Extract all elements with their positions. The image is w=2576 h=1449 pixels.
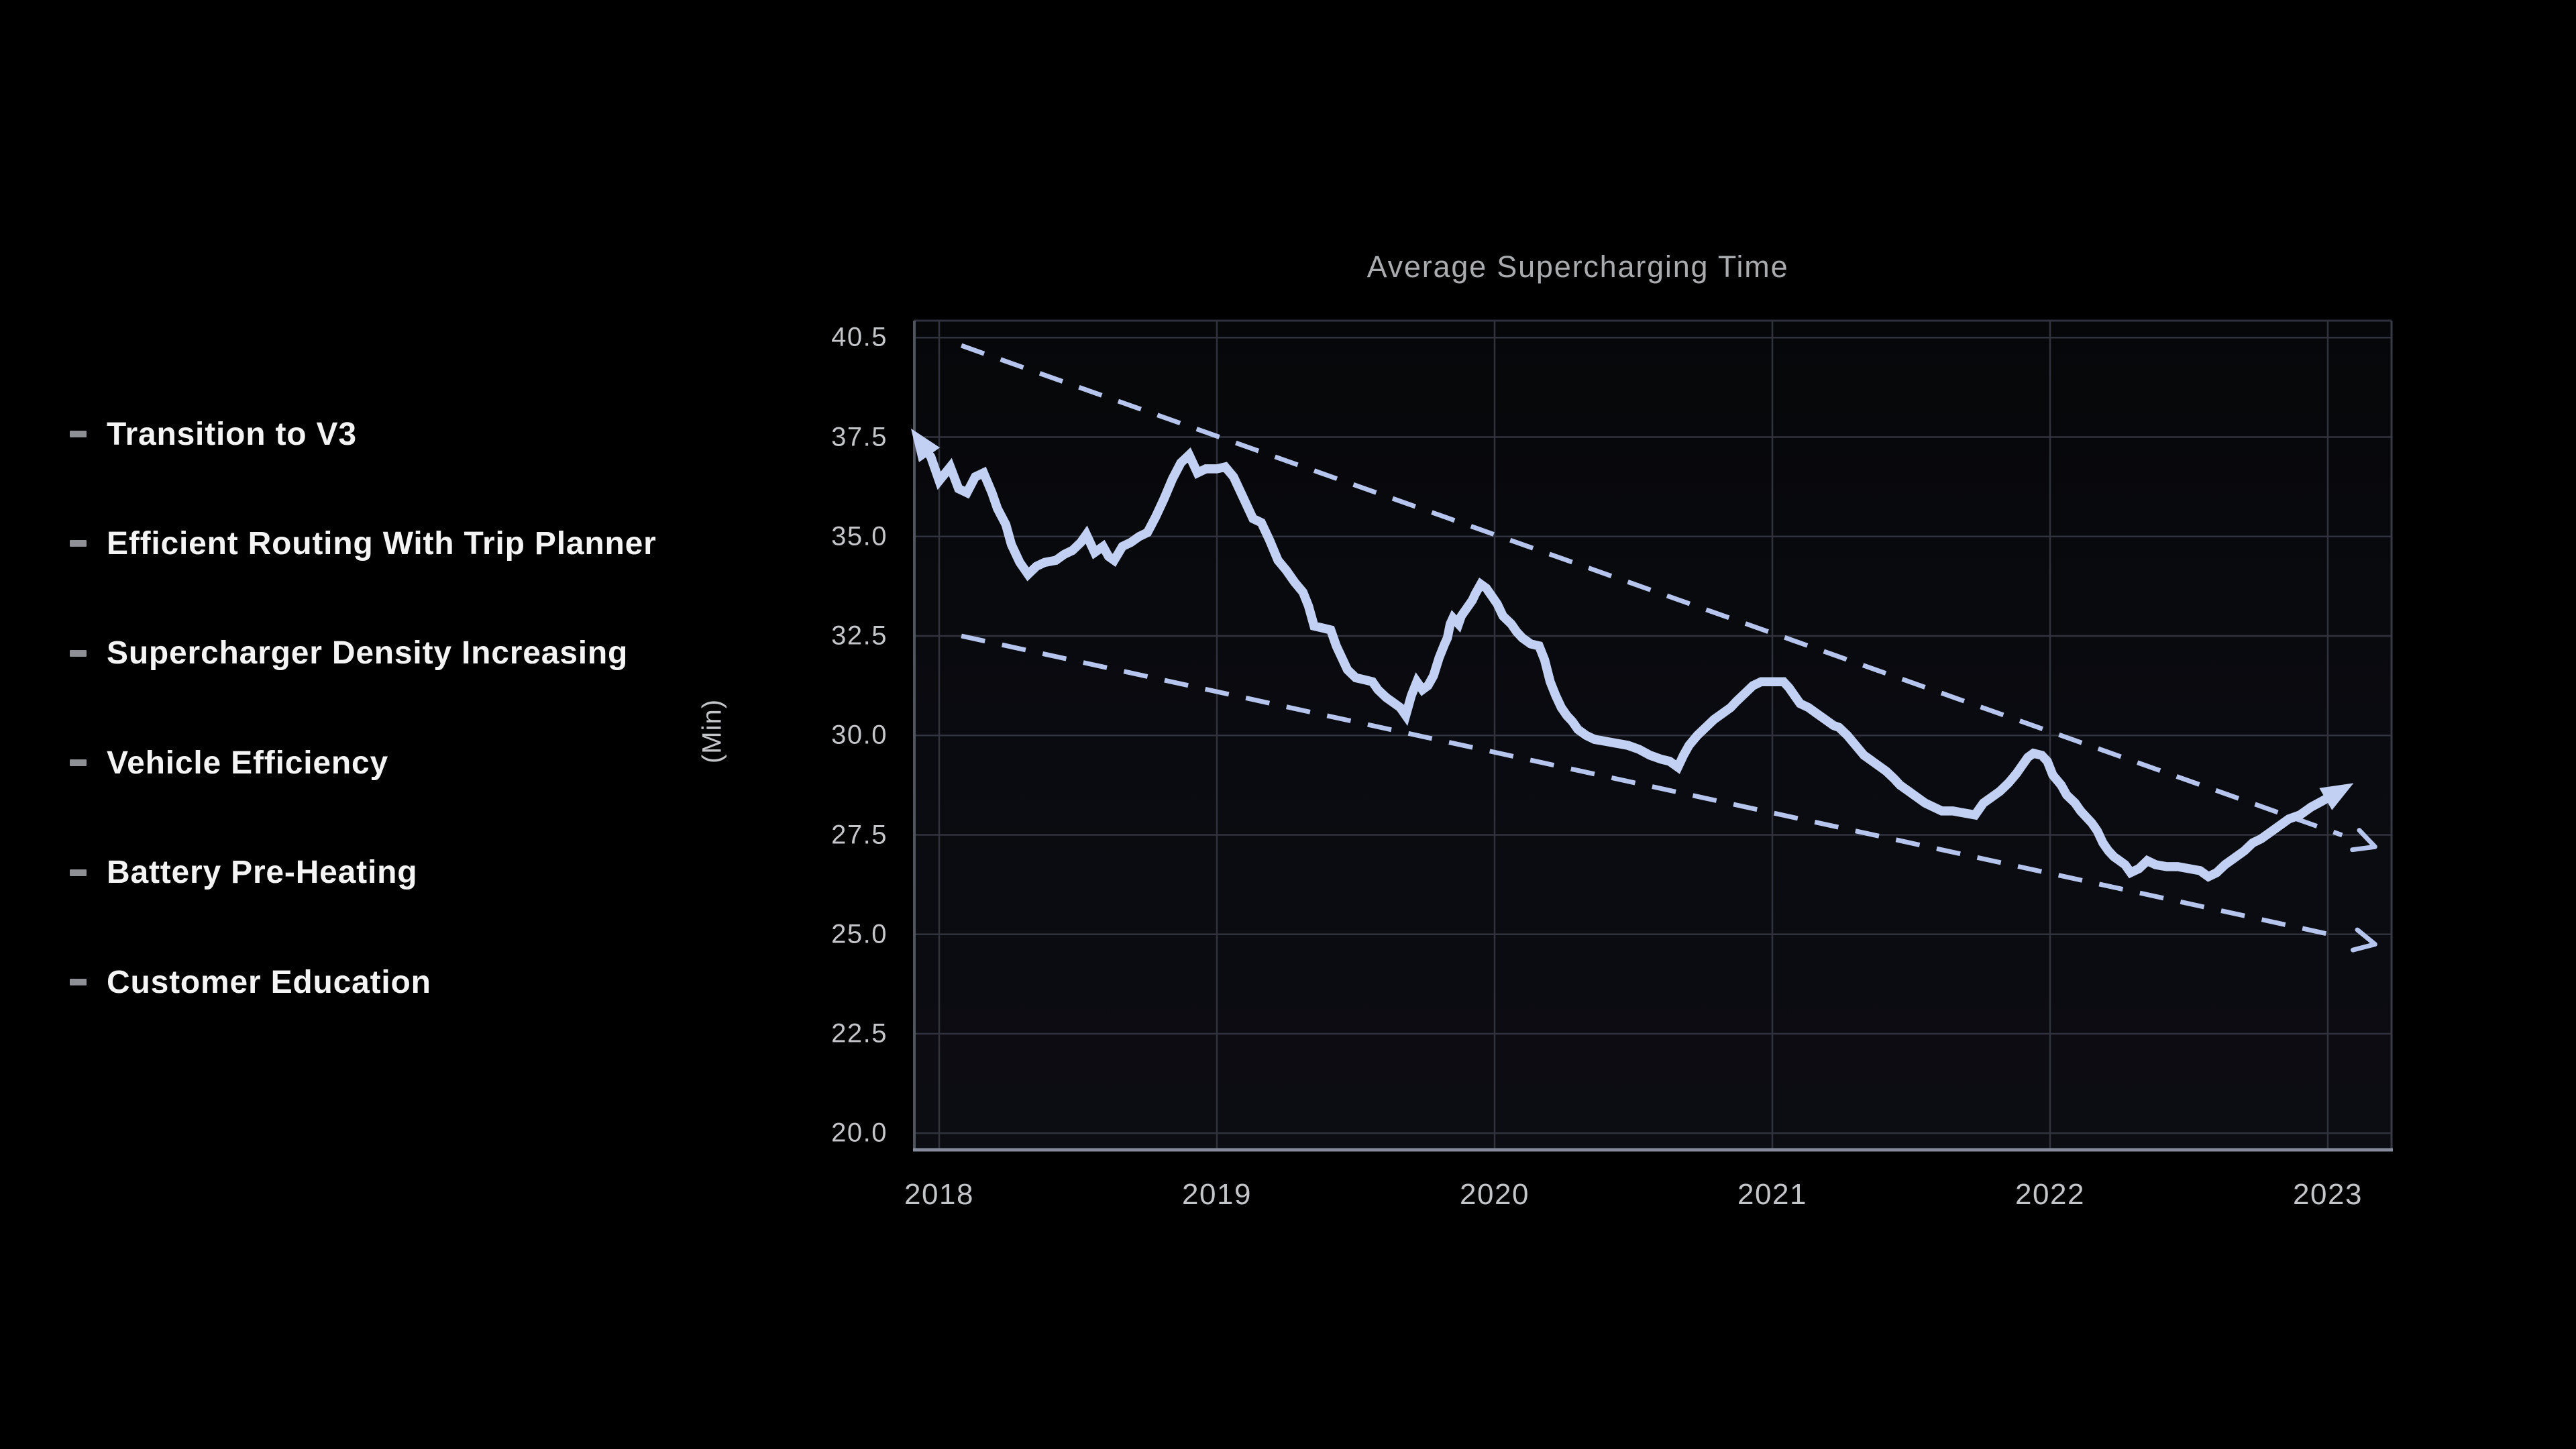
bullet-dash-icon	[70, 540, 87, 547]
bullet-text: Customer Education	[107, 964, 431, 1000]
upper-envelope-dashed-line	[960, 343, 2343, 838]
y-tick-label-30.0: 30.0	[831, 720, 888, 750]
bullet-text: Battery Pre-Heating	[107, 855, 418, 891]
bullet-item-5: Battery Pre-Heating	[70, 854, 417, 892]
y-tick-label-35.0: 35.0	[831, 521, 888, 551]
bullet-dash-icon	[70, 869, 87, 876]
bullet-list: Transition to V3 Efficient Routing With T…	[70, 0, 808, 1449]
bullet-text: Transition to V3	[107, 416, 357, 452]
bullet-dash-icon	[70, 431, 87, 437]
y-tick-label-40.5: 40.5	[831, 322, 888, 352]
supercharging-time-line	[918, 442, 2339, 882]
y-tick-label-25.0: 25.0	[831, 919, 888, 949]
x-tick-label-2021: 2021	[1737, 1178, 1807, 1211]
bullet-text: Supercharger Density Increasing	[107, 635, 629, 672]
bullet-dash-icon	[70, 979, 87, 985]
y-tick-label-37.5: 37.5	[831, 422, 888, 451]
bullet-item-2: Efficient Routing With Trip Planner	[70, 525, 657, 562]
bullet-dash-icon	[70, 759, 87, 767]
x-tick-label-2023: 2023	[2293, 1178, 2363, 1211]
chart-title: Average Supercharging Time	[1366, 250, 1789, 284]
bullet-item-3: Supercharger Density Increasing	[70, 635, 628, 672]
series-start-arrow-icon	[910, 428, 941, 462]
y-tick-label-22.5: 22.5	[831, 1018, 888, 1049]
x-tick-label-2022: 2022	[2015, 1178, 2085, 1211]
x-tick-label-2019: 2019	[1182, 1178, 1252, 1211]
bullet-text: Vehicle Efficiency	[107, 745, 388, 781]
y-tick-label-20.0: 20.0	[831, 1118, 888, 1148]
bullet-item-1: Transition to V3	[70, 415, 357, 453]
x-tick-label-2020: 2020	[1460, 1178, 1529, 1211]
lower-envelope-dashed-line	[961, 633, 2342, 939]
y-tick-label-27.5: 27.5	[831, 820, 888, 849]
x-tick-label-2018: 2018	[904, 1178, 974, 1211]
bullet-item-6: Customer Education	[70, 963, 431, 1001]
bullet-text: Efficient Routing With Trip Planner	[107, 525, 657, 561]
y-tick-label-32.5: 32.5	[831, 621, 888, 651]
bullet-dash-icon	[70, 649, 87, 657]
upper-envelope-arrow-icon	[2350, 828, 2377, 853]
bullet-item-4: Vehicle Efficiency	[70, 744, 388, 782]
lower-envelope-arrow-icon	[2350, 927, 2377, 953]
series-end-arrow-icon	[2319, 783, 2354, 810]
